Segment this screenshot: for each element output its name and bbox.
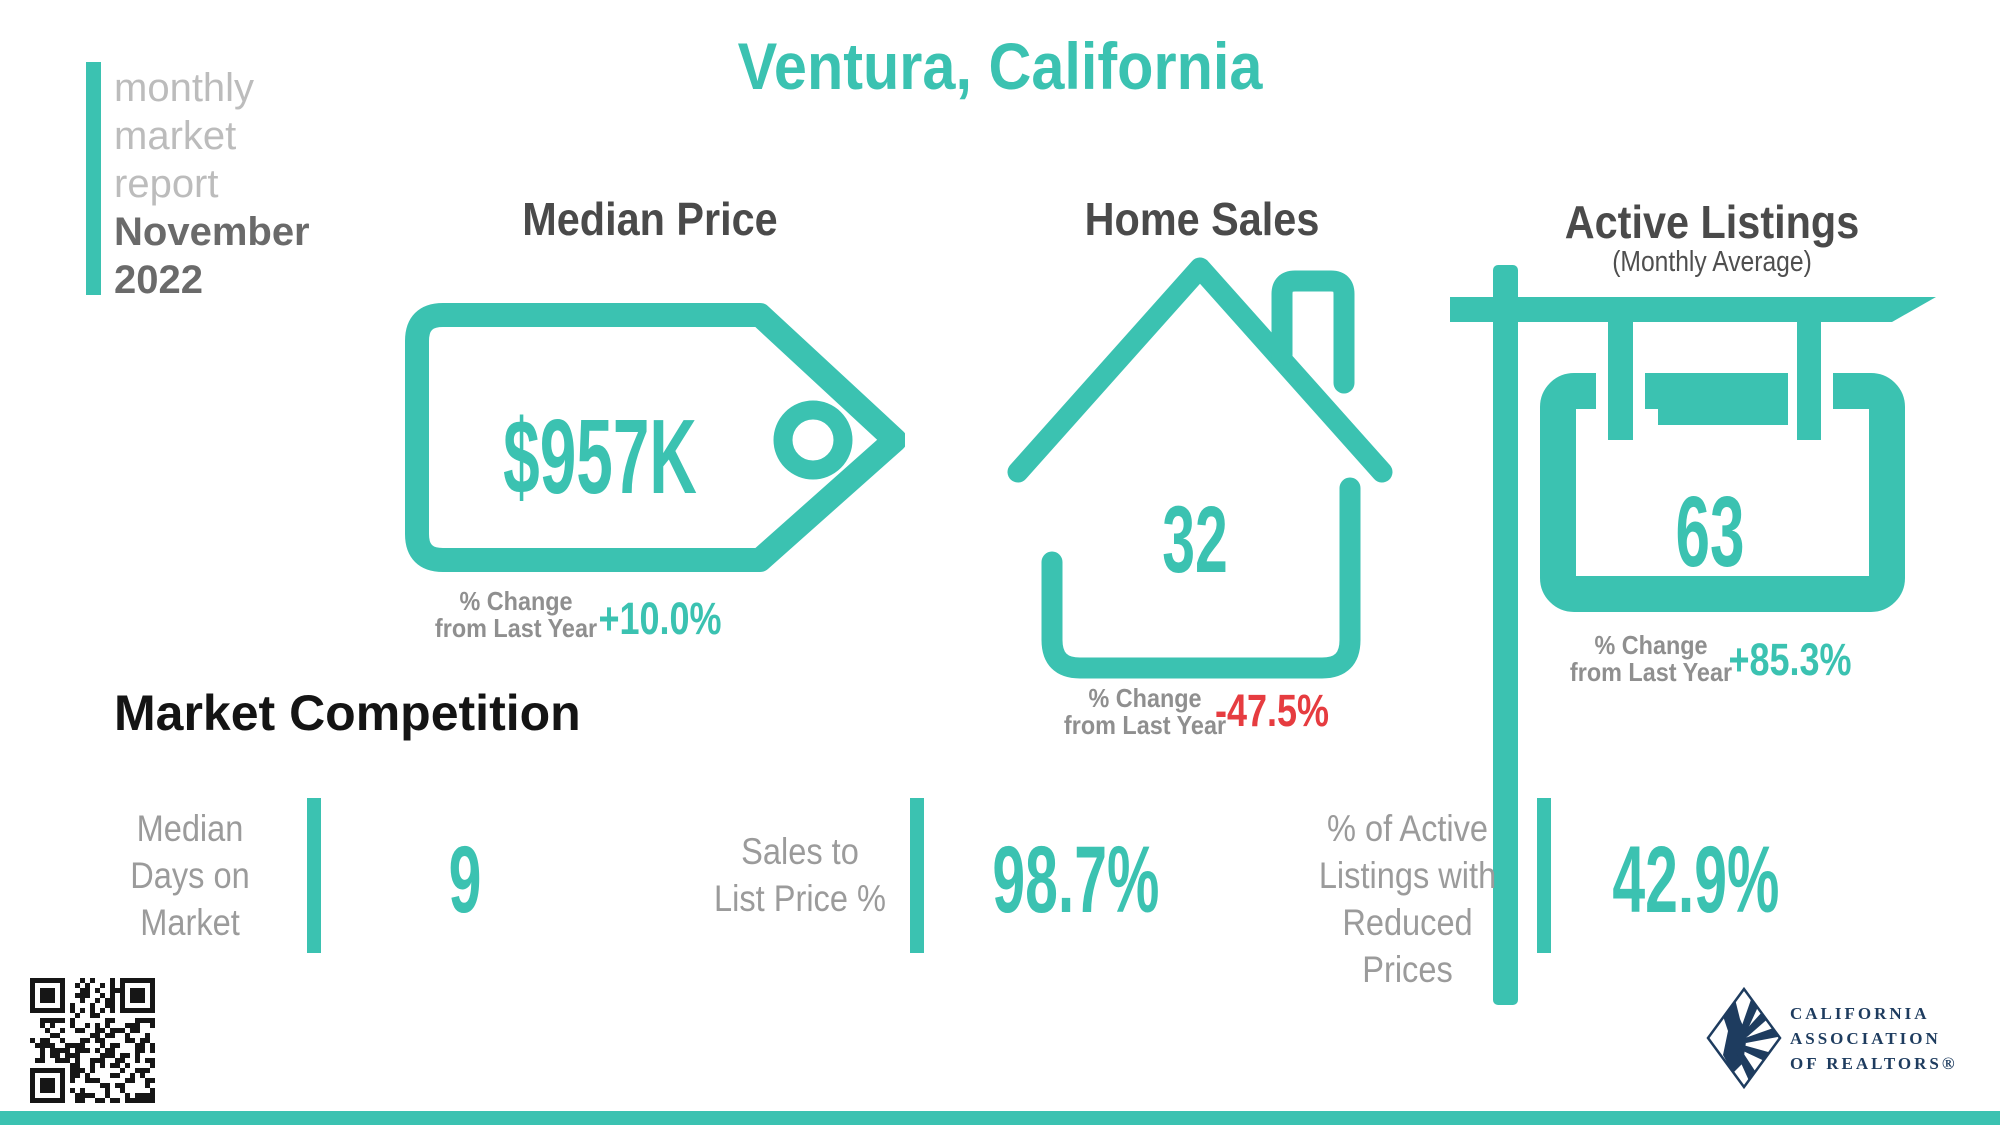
home-sales-change-value: -47.5% bbox=[1214, 685, 1330, 736]
report-month: November bbox=[114, 210, 310, 254]
metric-divider-bar bbox=[1537, 798, 1551, 953]
report-label-line1: monthly bbox=[114, 66, 255, 110]
car-logo-text: CALIFORNIA ASSOCIATION OF REALTORS® bbox=[1790, 1004, 1958, 1073]
report-year: 2022 bbox=[114, 258, 203, 302]
home-sales-change-label: % Change from Last Year bbox=[1063, 683, 1227, 740]
metric-median-days-value: 9 bbox=[448, 827, 482, 933]
active-listings-value: 63 bbox=[1675, 476, 1745, 588]
qr-code bbox=[30, 978, 155, 1103]
active-listings-change-value: +85.3% bbox=[1728, 634, 1852, 685]
metric-reduced-prices-label: % of Active Listings with Reduced Prices bbox=[1318, 808, 1497, 990]
page-title: Ventura, California bbox=[737, 29, 1263, 103]
car-logo-icon bbox=[1706, 986, 1782, 1090]
sidebar-accent-bar bbox=[86, 62, 101, 295]
metric-sales-to-list-label: Sales to List Price % bbox=[714, 831, 886, 919]
report-label-line2: market bbox=[114, 114, 237, 158]
sale-sign-icon bbox=[1450, 265, 1936, 1005]
house-icon bbox=[1007, 257, 1393, 679]
home-sales-heading: Home Sales bbox=[1084, 193, 1320, 245]
active-listings-subheading: (Monthly Average) bbox=[1612, 246, 1812, 278]
footer-accent-bar bbox=[0, 1111, 2000, 1125]
metric-sales-to-list-value: 98.7% bbox=[992, 827, 1160, 933]
price-tag-icon bbox=[405, 303, 905, 572]
metric-median-days-label: Median Days on Market bbox=[130, 808, 250, 943]
metric-reduced-prices-value: 42.9% bbox=[1612, 827, 1780, 933]
report-label: monthly market report November 2022 bbox=[114, 64, 310, 304]
median-price-change-value: +10.0% bbox=[598, 593, 722, 644]
median-price-heading: Median Price bbox=[522, 193, 778, 245]
market-competition-heading: Market Competition bbox=[114, 685, 581, 741]
median-price-change-label: % Change from Last Year bbox=[434, 586, 598, 643]
active-listings-heading: Active Listings bbox=[1564, 196, 1860, 248]
report-label-line3: report bbox=[114, 162, 219, 206]
metric-divider-bar bbox=[307, 798, 321, 953]
median-price-value: $957K bbox=[503, 398, 697, 516]
home-sales-value: 32 bbox=[1162, 487, 1228, 593]
metric-divider-bar bbox=[910, 798, 924, 953]
active-listings-change-label: % Change from Last Year bbox=[1569, 630, 1733, 687]
